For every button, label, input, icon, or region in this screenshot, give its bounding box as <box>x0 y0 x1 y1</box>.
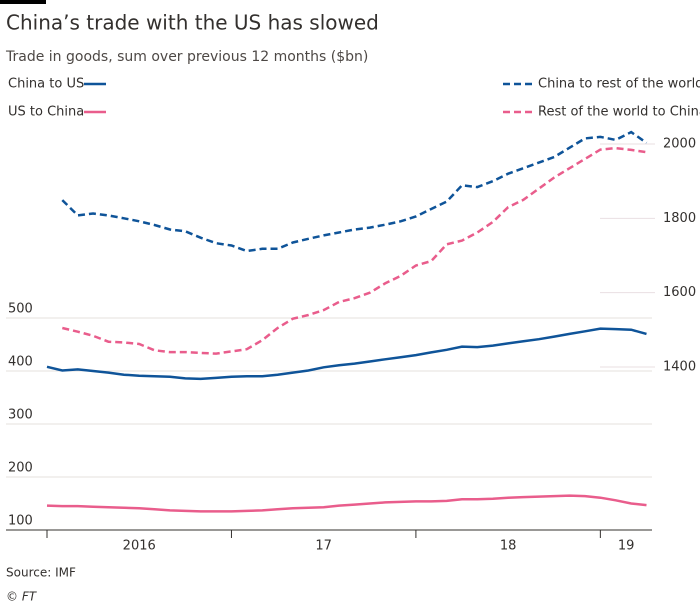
chart-title: China’s trade with the US has slowed <box>6 11 379 35</box>
series-line <box>46 494 647 513</box>
chart-subtitle: Trade in goods, sum over previous 12 mon… <box>5 49 368 65</box>
series-line <box>46 327 647 381</box>
legend-label: China to rest of the world <box>538 77 700 92</box>
credit: © FT <box>6 590 38 604</box>
x-tick-label: 19 <box>618 539 635 554</box>
y2-tick-label: 2000 <box>663 137 696 152</box>
y2-tick-label: 1800 <box>663 211 696 226</box>
y-tick-label: 400 <box>8 355 33 370</box>
x-tick-label: 2016 <box>123 539 156 554</box>
x-tick-label: 18 <box>500 539 517 554</box>
legend-label: Rest of the world to China <box>538 105 700 120</box>
y2-tick-label: 1400 <box>663 360 696 375</box>
series-line <box>62 146 647 355</box>
y-tick-label: 200 <box>8 461 33 476</box>
y-tick-label: 100 <box>8 514 33 529</box>
series-line <box>61 130 648 253</box>
y2-tick-label: 1600 <box>663 285 696 300</box>
y-tick-label: 300 <box>8 408 33 423</box>
source: Source: IMF <box>6 566 76 580</box>
brand-bar <box>0 0 46 4</box>
x-tick-label: 17 <box>315 539 332 554</box>
legend-label: China to US <box>8 77 84 92</box>
y-tick-label: 500 <box>8 302 33 317</box>
legend-label: US to China <box>8 105 84 120</box>
